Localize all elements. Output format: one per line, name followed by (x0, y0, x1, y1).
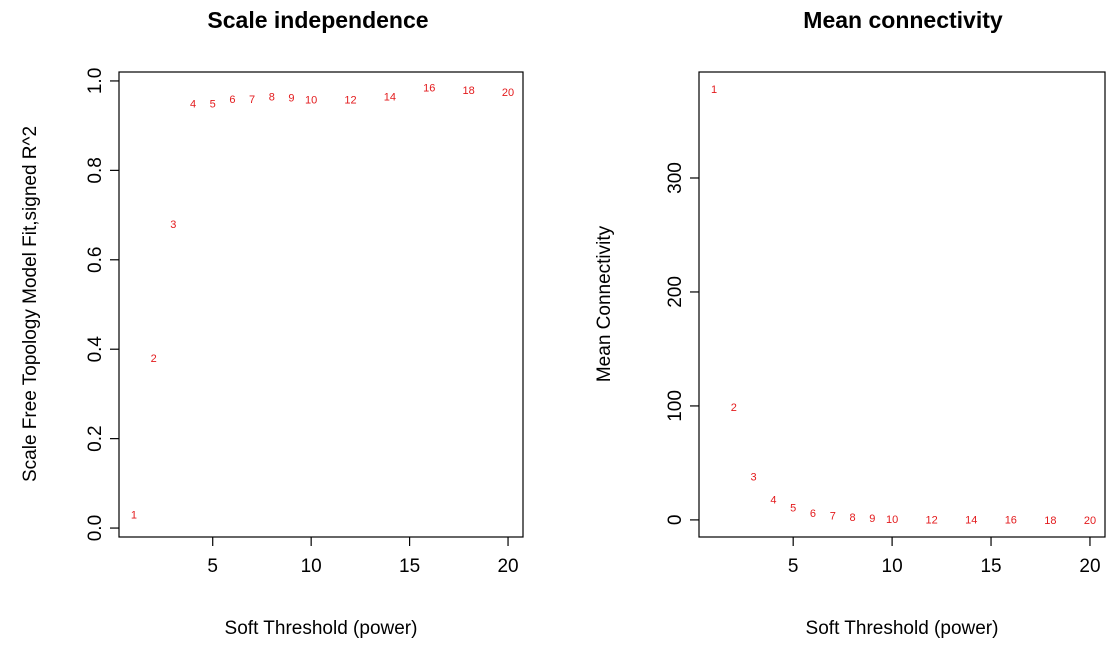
plot-frame (118, 71, 524, 538)
data-point-label: 4 (770, 494, 776, 506)
data-point-label: 7 (249, 94, 255, 106)
y-axis-label: Scale Free Topology Model Fit,signed R^2 (20, 126, 41, 482)
data-point-label: 20 (1084, 515, 1096, 527)
data-point-label: 8 (269, 92, 275, 104)
data-point-label: 2 (731, 402, 737, 414)
data-point-label: 5 (790, 502, 796, 514)
data-point-label: 12 (926, 514, 938, 526)
chart-title: Scale independence (207, 7, 428, 33)
x-axis-label: Soft Threshold (power) (225, 618, 418, 639)
x-tick-label: 5 (788, 556, 799, 577)
data-point-label: 10 (886, 514, 898, 526)
x-tick-label: 10 (882, 556, 903, 577)
chart-title: Mean connectivity (803, 7, 1003, 33)
y-tick-label: 0 (665, 515, 686, 526)
data-point-label: 20 (502, 87, 514, 99)
data-point-label: 14 (965, 515, 977, 527)
panel-scale-independence: Scale independence 5 10 15 20 0.00.20.40.60… (20, 7, 524, 639)
data-point-label: 1 (131, 510, 137, 522)
y-tick-label: 100 (665, 390, 686, 422)
data-point-label: 18 (463, 85, 475, 97)
data-point-label: 9 (288, 92, 294, 104)
y-tick-label: 1.0 (85, 68, 106, 94)
data-point-label: 3 (751, 472, 757, 484)
data-point-label: 18 (1044, 515, 1056, 527)
y-tick-label: 0.8 (85, 157, 106, 183)
y-tick-label: 0.0 (85, 515, 106, 541)
data-point-label: 12 (344, 95, 356, 107)
x-axis: 5 10 15 20 (788, 537, 1101, 577)
x-tick-label: 15 (399, 556, 420, 577)
x-tick-label: 20 (1079, 556, 1100, 577)
x-tick-label: 15 (980, 556, 1001, 577)
y-axis-label: Mean Connectivity (594, 225, 615, 382)
y-axis: 0 100 200 300 (665, 162, 699, 525)
plot-frame (698, 71, 1106, 538)
x-axis: 5 10 15 20 (207, 537, 519, 577)
data-point-label: 10 (305, 95, 317, 107)
x-tick-label: 5 (207, 556, 218, 577)
data-point-label: 4 (190, 98, 196, 110)
data-point-label: 9 (869, 513, 875, 525)
data-point-label: 7 (830, 510, 836, 522)
data-point-label: 3 (170, 219, 176, 231)
y-tick-label: 0.2 (85, 425, 106, 451)
y-tick-label: 0.6 (85, 247, 106, 273)
data-point-label: 1 (711, 84, 717, 96)
x-tick-label: 10 (301, 556, 322, 577)
data-point-label: 5 (210, 98, 216, 110)
data-point-label: 8 (849, 512, 855, 524)
data-point-label: 14 (384, 92, 396, 104)
x-axis-label: Soft Threshold (power) (806, 618, 999, 639)
data-point-label: 2 (151, 353, 157, 365)
data-point-label: 6 (229, 94, 235, 106)
y-axis: 0.0 0.2 0.4 0.6 0.8 1.0 (85, 68, 119, 541)
x-tick-label: 20 (497, 556, 518, 577)
y-tick-label: 300 (665, 162, 686, 194)
data-point-label: 6 (810, 508, 816, 520)
y-tick-label: 200 (665, 276, 686, 308)
data-point-label: 16 (423, 83, 435, 95)
y-tick-label: 0.4 (85, 336, 106, 363)
data-point-label: 16 (1005, 515, 1017, 527)
